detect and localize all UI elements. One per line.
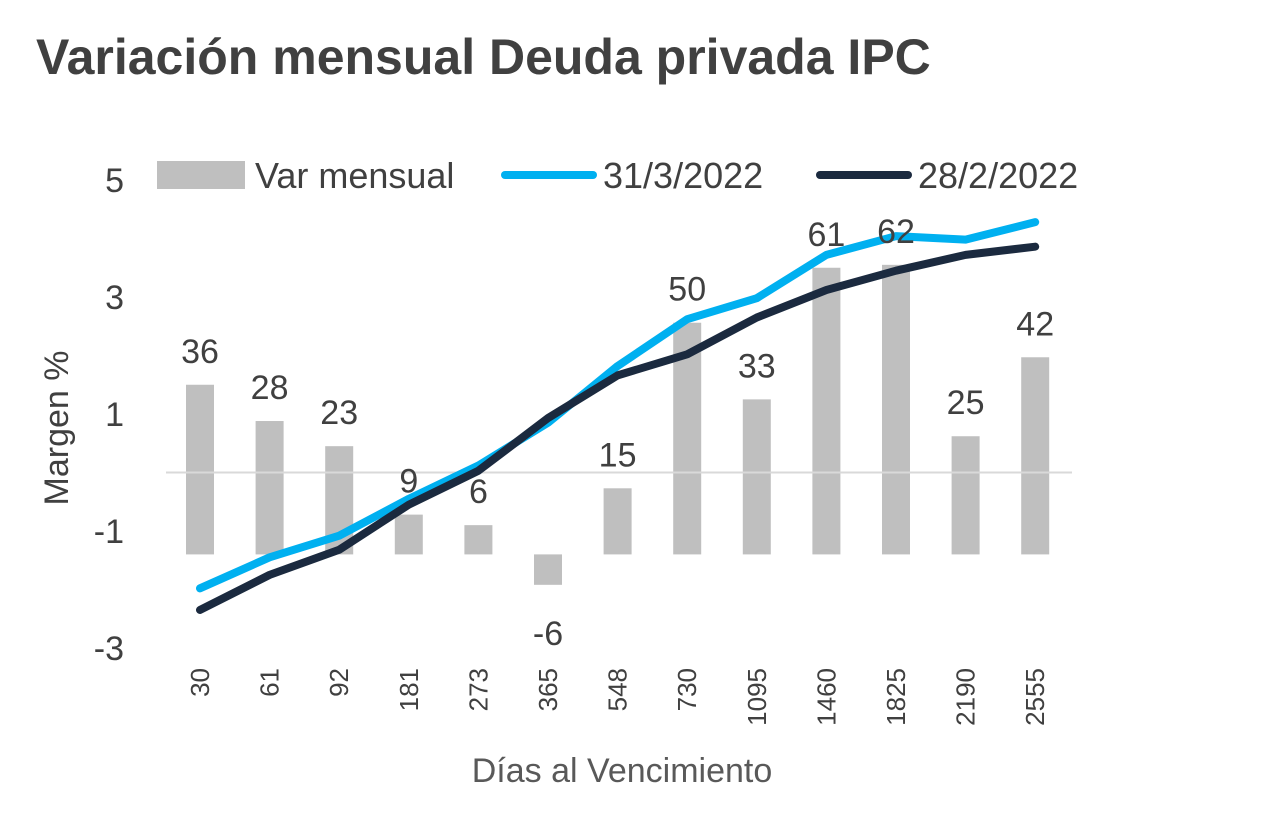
x-tick-label: 548	[603, 668, 633, 711]
bar-data-label: 15	[599, 436, 637, 474]
y-tick-label: 3	[105, 279, 124, 317]
x-tick-label: 92	[324, 668, 354, 697]
y-tick-label: -1	[94, 513, 124, 551]
x-tick-label: 730	[672, 668, 702, 711]
bar-data-label: 6	[469, 473, 488, 511]
x-tick-label: 1095	[742, 668, 772, 726]
bar-series	[186, 264, 1050, 585]
legend-label: Var mensual	[255, 155, 454, 196]
bar-30	[186, 384, 214, 555]
bar-data-label: 28	[251, 369, 289, 407]
y-axis-ticks: 5 3 1 -1 -3	[94, 162, 124, 668]
x-tick-label: 181	[394, 668, 424, 711]
x-tick-label: 2555	[1020, 668, 1050, 726]
bar-1460	[812, 267, 841, 555]
bar-data-label: 9	[399, 463, 418, 501]
series-line-2	[196, 242, 1040, 614]
bar-365	[534, 554, 562, 585]
bar-data-label: 33	[738, 347, 776, 385]
bar-data-labels: 36 28 23 9 6 -6 15 50 33 61 62 25 42	[181, 213, 1054, 653]
bar-2555	[1021, 357, 1050, 555]
x-tick-label: 365	[533, 668, 563, 711]
bar-data-label: 42	[1016, 305, 1054, 343]
bar-data-label: 62	[877, 213, 915, 251]
x-axis-ticks: 30 61 92 181 273 365 548 730 1095 1460 1825 2190 255…	[185, 668, 1050, 726]
bar-data-label: 23	[320, 394, 358, 432]
x-tick-label: 1460	[811, 668, 841, 726]
legend-label: 31/3/2022	[603, 155, 763, 196]
bar-61	[255, 421, 284, 555]
legend-label: 28/2/2022	[918, 155, 1078, 196]
x-tick-label: 273	[463, 668, 493, 711]
bar-2190	[951, 436, 980, 555]
bar-data-label: 50	[668, 271, 706, 309]
bar-data-label: 25	[947, 384, 985, 422]
legend-swatch-bar	[157, 161, 245, 189]
series-line-1	[196, 218, 1040, 593]
x-tick-label: 1825	[881, 668, 911, 726]
bar-273	[464, 525, 493, 555]
y-axis-label: Margen %	[38, 351, 76, 506]
bar-data-label: -6	[533, 615, 563, 653]
bar-data-label: 36	[181, 333, 219, 371]
bar-data-label: 61	[807, 216, 845, 254]
legend: Var mensual 31/3/2022 28/2/2022	[157, 155, 1078, 196]
y-tick-label: 5	[105, 162, 124, 200]
x-tick-label: 61	[255, 668, 285, 697]
line-series	[196, 218, 1040, 614]
bar-1095	[742, 399, 771, 555]
y-tick-label: -3	[94, 630, 124, 668]
y-tick-label: 1	[105, 396, 124, 434]
bar-548	[603, 488, 632, 555]
bar-730	[673, 322, 702, 555]
x-axis-label: Días al Vencimiento	[472, 752, 773, 790]
x-tick-label: 2190	[951, 668, 981, 726]
x-tick-label: 30	[185, 668, 215, 697]
chart-title: Variación mensual Deuda privada IPC	[36, 29, 931, 85]
bar-181	[394, 514, 423, 555]
bar-1825	[882, 264, 910, 555]
